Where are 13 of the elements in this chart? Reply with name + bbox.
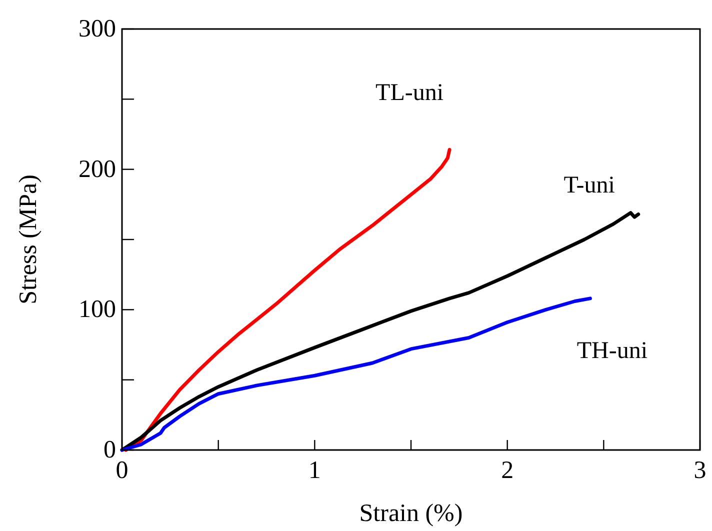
series-label: TH-uni <box>576 338 648 364</box>
y-tick-label: 300 <box>78 16 116 42</box>
y-tick-label: 200 <box>78 156 116 183</box>
y-tick-label: 100 <box>78 296 116 324</box>
y-axis-title: Stress (MPa) <box>15 174 42 304</box>
x-axis-title: Strain (%) <box>359 500 463 527</box>
line-series <box>124 148 452 452</box>
y-tick-label: 0 <box>104 436 116 464</box>
series-label: T-uni <box>564 172 616 199</box>
x-tick-label: 3 <box>694 457 706 484</box>
x-tick-label: 2 <box>501 457 514 484</box>
x-tick-label: 1 <box>308 457 321 484</box>
series-label: TL-uni <box>376 80 444 106</box>
